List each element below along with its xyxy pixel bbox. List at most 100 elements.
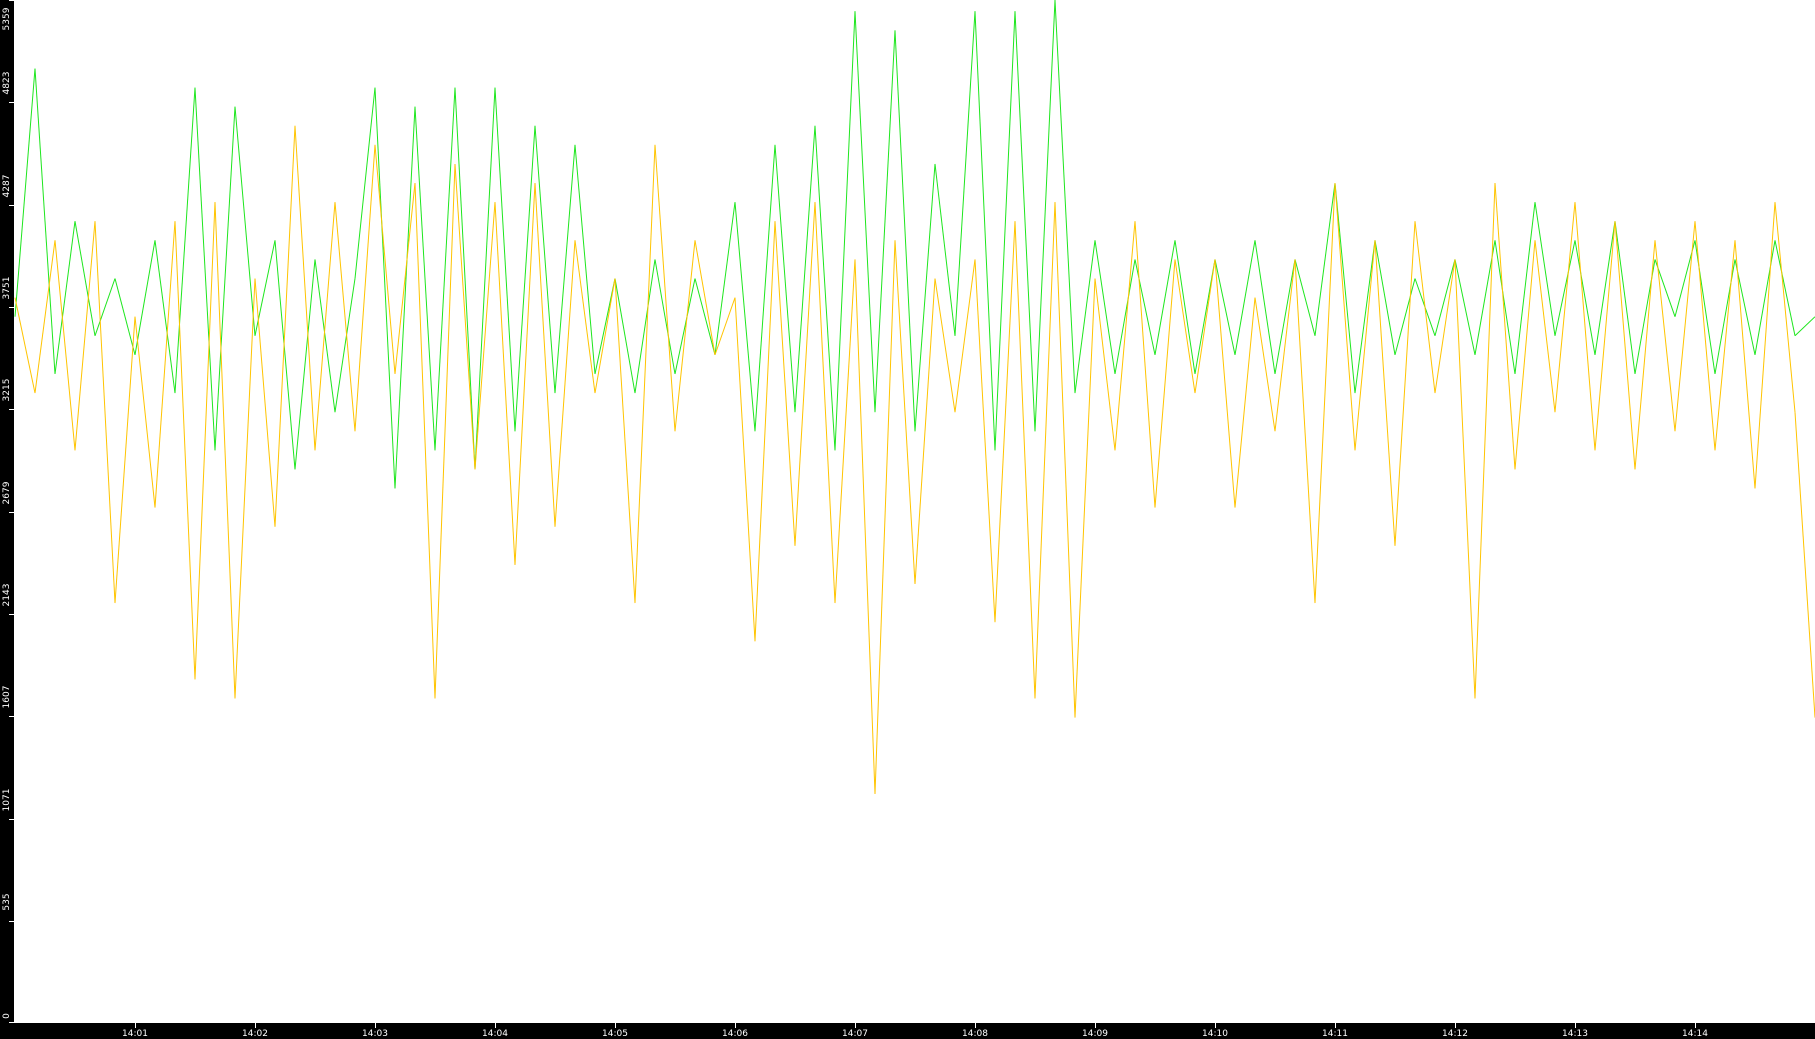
x-tick: [975, 1023, 976, 1028]
series-0-segment: [634, 259, 656, 394]
series-1-segment: [1314, 183, 1336, 604]
series-0-segment: [774, 144, 796, 413]
y-tick: [9, 920, 14, 922]
series-0-segment: [954, 11, 976, 336]
x-tick-label: 14:09: [1082, 1029, 1108, 1039]
series-0-segment: [1614, 221, 1636, 375]
y-tick-label: 1607: [2, 685, 12, 709]
y-tick: [9, 613, 14, 615]
series-0-segment: [114, 278, 136, 355]
series-0-segment: [974, 11, 996, 451]
x-tick-label: 14:13: [1562, 1029, 1588, 1039]
series-1-segment: [314, 202, 336, 451]
series-0-segment: [414, 106, 436, 451]
series-0-segment: [1234, 240, 1256, 355]
series-0-segment: [1054, 0, 1076, 394]
series-1-segment: [634, 144, 656, 604]
y-tick-label: 2143: [2, 583, 12, 607]
x-tick: [495, 1023, 496, 1028]
y-tick: [9, 409, 14, 411]
series-0-segment: [1114, 259, 1136, 375]
series-1-segment: [1014, 221, 1036, 699]
series-0-segment: [1274, 259, 1296, 375]
series-0-segment: [214, 106, 236, 451]
y-tick: [9, 1022, 14, 1023]
series-1-segment: [1214, 259, 1236, 508]
plot-area: [14, 0, 1815, 794]
series-1-segment: [74, 221, 96, 451]
y-tick: [9, 0, 14, 1]
series-1-segment: [1754, 202, 1776, 489]
series-0-segment: [1354, 240, 1376, 394]
series-0-segment: [34, 68, 56, 374]
series-0-segment: [354, 87, 376, 279]
series-1-segment: [1174, 259, 1196, 394]
series-0-segment: [314, 259, 336, 413]
x-tick-label: 14:11: [1322, 1029, 1348, 1039]
series-0-segment: [54, 221, 76, 375]
series-1-segment: [414, 183, 436, 699]
series-0-segment: [1394, 278, 1416, 355]
series-1-segment: [434, 163, 456, 699]
series-1-segment: [1134, 221, 1156, 508]
series-0-segment: [734, 202, 756, 432]
series-0-segment: [854, 11, 876, 413]
series-0-segment: [654, 259, 676, 375]
series-1-segment: [774, 221, 796, 546]
series-1-segment: [1254, 297, 1276, 432]
series-1-segment: [1194, 259, 1216, 394]
series-1-segment: [1534, 240, 1556, 413]
series-1-segment: [1414, 221, 1436, 394]
series-1-segment: [1234, 297, 1256, 508]
series-1-segment: [654, 144, 676, 432]
series-0-segment: [1374, 240, 1396, 355]
series-0-segment: [14, 68, 36, 317]
series-1-segment: [514, 183, 536, 565]
x-tick: [1455, 1023, 1456, 1028]
series-1-segment: [1514, 240, 1536, 470]
series-0-segment: [1594, 221, 1616, 355]
series-0-segment: [594, 278, 616, 375]
series-1-segment: [834, 259, 856, 604]
series-1-segment: [1554, 202, 1576, 413]
x-tick-label: 14:02: [242, 1029, 268, 1039]
series-1-segment: [1034, 202, 1056, 699]
x-tick: [855, 1023, 856, 1028]
series-0-segment: [614, 278, 636, 394]
series-0-segment: [1774, 240, 1796, 336]
series-0-segment: [834, 11, 856, 451]
series-0-segment: [1574, 240, 1596, 355]
series-1-segment: [1454, 259, 1476, 699]
series-1-segment: [474, 202, 496, 470]
series-1-segment: [154, 221, 176, 508]
x-tick: [135, 1023, 136, 1028]
series-0-segment: [1494, 240, 1516, 375]
series-1: [14, 125, 1815, 794]
series-1-segment: [534, 183, 556, 527]
series-1-segment: [14, 297, 36, 394]
series-1-segment: [454, 163, 476, 470]
y-tick-label: 3751: [2, 276, 12, 300]
series-1-segment: [1434, 259, 1456, 394]
series-0-segment: [1154, 240, 1176, 355]
y-tick-label: 0: [2, 1013, 12, 1019]
y-tick-label: 4287: [2, 174, 12, 198]
x-tick: [1335, 1023, 1336, 1028]
series-0-segment: [274, 240, 296, 470]
series-1-segment: [594, 278, 616, 394]
series-0-segment: [894, 30, 916, 432]
series-1-segment: [614, 278, 636, 604]
series-0-segment: [1034, 0, 1056, 432]
series-0-segment: [1554, 240, 1576, 336]
series-0-segment: [554, 144, 576, 394]
series-1-segment: [174, 221, 196, 680]
series-0-segment: [1014, 11, 1036, 432]
series-0-segment: [934, 163, 956, 336]
series-0-segment: [694, 278, 716, 355]
series-0-segment: [1294, 259, 1316, 336]
series-1-segment: [214, 202, 236, 699]
series-1-segment: [1694, 221, 1716, 451]
y-tick: [9, 511, 14, 513]
y-tick: [9, 818, 14, 820]
series-1-segment: [1714, 240, 1736, 451]
